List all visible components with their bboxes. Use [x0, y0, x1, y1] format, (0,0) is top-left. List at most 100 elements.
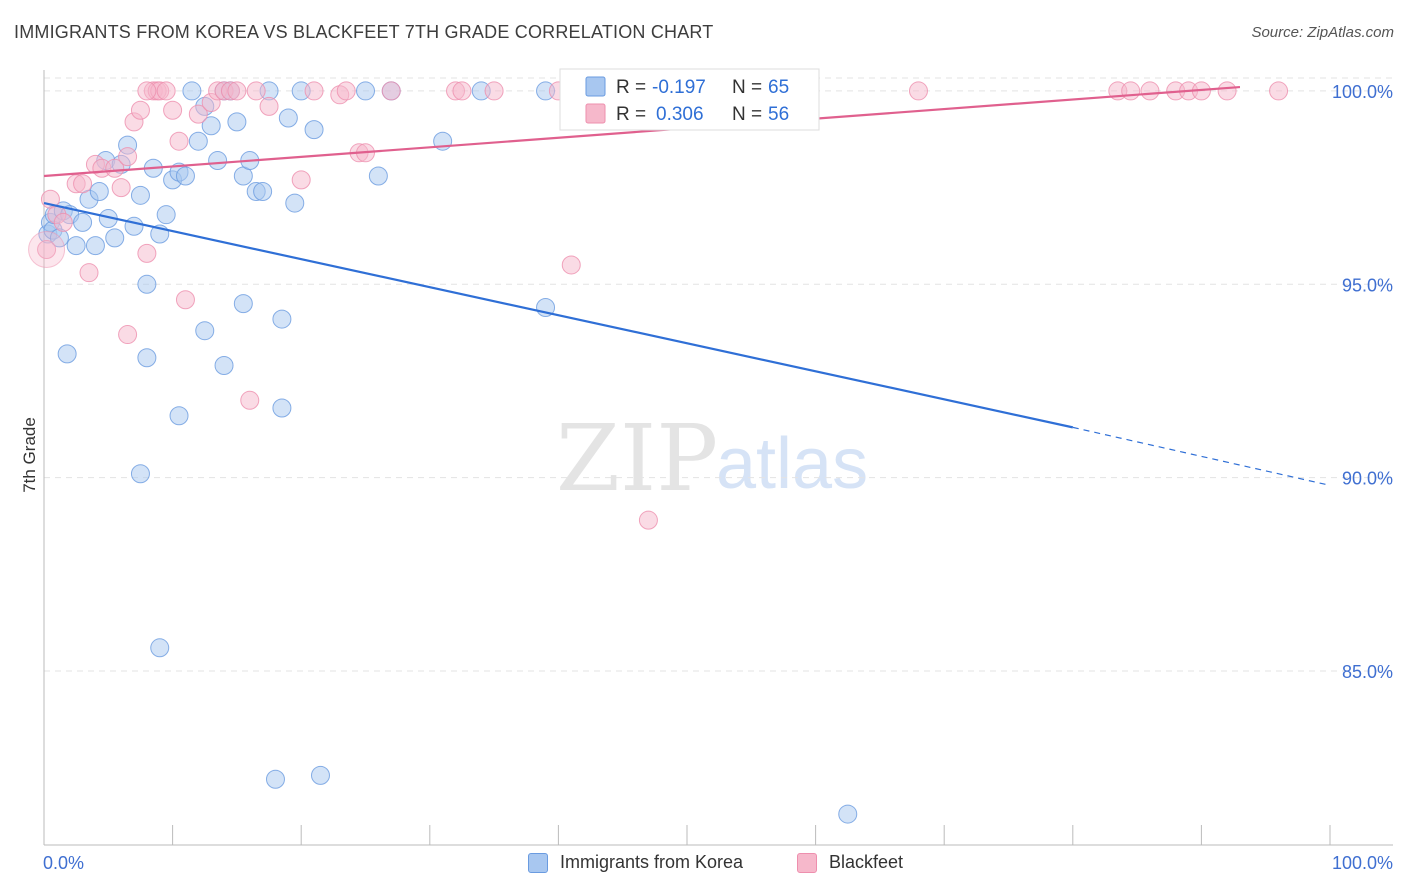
korea-point-53: [214, 355, 234, 375]
x-tick-max: 100.0%: [1332, 853, 1393, 873]
korea-point-22: [156, 205, 176, 225]
korea-point-37: [253, 181, 273, 201]
legend-item-korea: Immigrants from Korea: [528, 852, 743, 873]
korea-point-29: [201, 116, 221, 136]
blackfeet-point-3: [53, 212, 73, 232]
korea-point-51: [169, 406, 189, 426]
blackfeet-point-21: [175, 290, 195, 310]
blackfeet-point-19: [163, 100, 183, 120]
source-label: Source: ZipAtlas.com: [1251, 24, 1394, 41]
blackfeet-point-18: [156, 81, 176, 101]
blackfeet-point-52: [240, 390, 260, 410]
korea-point-17: [124, 216, 144, 236]
blackfeet-point-38: [452, 81, 472, 101]
korea-point-59: [265, 769, 285, 789]
legend-swatch-korea-bottom: [528, 852, 548, 873]
blackfeet-point-33: [336, 81, 356, 101]
blackfeet-point-13: [130, 100, 150, 120]
legend-swatch-blackfeet-bottom: [797, 852, 817, 873]
korea-point-10: [85, 236, 105, 256]
blackfeet-point-14: [137, 243, 157, 263]
legend-n-value-korea: 65: [768, 77, 789, 98]
korea-trend-extension: [1072, 426, 1331, 486]
korea-point-18: [130, 185, 150, 205]
y-tick-labels: 100.0% 95.0% 90.0% 85.0%: [1332, 82, 1393, 682]
legend-r-label-blackfeet: R =: [616, 104, 646, 125]
legend-label-korea: Immigrants from Korea: [560, 852, 744, 872]
korea-point-7: [66, 236, 86, 256]
y-axis-label: 7th Grade: [20, 417, 39, 493]
korea-point-19: [137, 274, 157, 294]
korea-point-56: [272, 398, 292, 418]
korea-point-55: [272, 309, 292, 329]
blackfeet-point-10: [111, 178, 131, 198]
watermark-zip: ZIP: [556, 405, 718, 512]
blackfeet-point-45: [1140, 81, 1160, 101]
chart-title: IMMIGRANTS FROM KOREA VS BLACKFEET 7TH G…: [14, 22, 714, 42]
korea-point-14: [105, 228, 125, 248]
blackfeet-point-22: [188, 104, 208, 124]
blackfeet-point-54: [638, 510, 658, 530]
blackfeet-point-55: [137, 81, 157, 101]
trend-lines: [43, 85, 1331, 486]
korea-point-62: [838, 804, 858, 824]
series-legend: Immigrants from Korea Blackfeet: [0, 852, 1406, 878]
blackfeet-point-42: [908, 81, 928, 101]
legend-r-value-korea: -0.197: [652, 77, 706, 98]
blackfeet-point-6: [79, 263, 99, 283]
blackfeet-point-36: [381, 81, 401, 101]
korea-point-44: [368, 166, 388, 186]
korea-point-50: [137, 348, 157, 368]
blackfeet-point-30: [291, 170, 311, 190]
blackfeet-points: [28, 81, 1289, 530]
legend-n-label-blackfeet: N =: [732, 104, 762, 125]
korea-point-60: [310, 765, 330, 785]
korea-point-40: [285, 193, 305, 213]
y-tick-label-0: 100.0%: [1332, 82, 1393, 102]
korea-point-57: [130, 464, 150, 484]
blackfeet-point-27: [227, 81, 247, 101]
korea-point-42: [304, 120, 324, 140]
blackfeet-point-44: [1121, 81, 1141, 101]
korea-point-30: [208, 151, 228, 171]
y-tick-label-1: 95.0%: [1342, 275, 1393, 295]
blackfeet-point-9: [105, 158, 125, 178]
korea-point-11: [89, 181, 109, 201]
legend-item-blackfeet: Blackfeet: [797, 852, 903, 873]
correlation-legend: R = -0.197 N = 65 R = 0.306 N = 56: [559, 68, 820, 131]
legend-r-label-korea: R =: [616, 77, 646, 98]
blackfeet-point-0: [37, 239, 57, 259]
korea-point-49: [57, 344, 77, 364]
korea-point-27: [188, 131, 208, 151]
korea-point-25: [175, 166, 195, 186]
blackfeet-point-39: [484, 81, 504, 101]
blackfeet-point-29: [259, 96, 279, 116]
korea-point-54: [233, 294, 253, 314]
blackfeet-point-large: [28, 230, 66, 268]
legend-swatch-blackfeet: [585, 103, 606, 124]
blackfeet-point-51: [118, 325, 138, 345]
blackfeet-point-5: [73, 174, 93, 194]
legend-n-value-blackfeet: 56: [768, 104, 789, 125]
korea-trend-line: [43, 202, 1074, 429]
korea-point-43: [356, 81, 375, 101]
korea-point-58: [150, 638, 170, 658]
korea-point-52: [195, 321, 215, 341]
korea-point-33: [227, 112, 247, 132]
blackfeet-point-20: [169, 131, 189, 151]
y-tick-label-2: 90.0%: [1342, 469, 1393, 489]
watermark: ZIP atlas: [556, 405, 868, 512]
blackfeet-point-28: [246, 81, 266, 101]
blackfeet-point-50: [1269, 81, 1289, 101]
x-tick-min: 0.0%: [43, 853, 84, 873]
watermark-atlas: atlas: [716, 424, 868, 504]
legend-n-label-korea: N =: [732, 77, 762, 98]
legend-r-value-blackfeet: 0.306: [656, 104, 704, 125]
korea-point-39: [278, 108, 298, 128]
blackfeet-point-11: [118, 147, 138, 167]
blackfeet-point-31: [304, 81, 324, 101]
legend-swatch-korea: [585, 76, 606, 97]
blackfeet-trend-line: [43, 85, 1241, 178]
blackfeet-point-49: [1217, 81, 1237, 101]
